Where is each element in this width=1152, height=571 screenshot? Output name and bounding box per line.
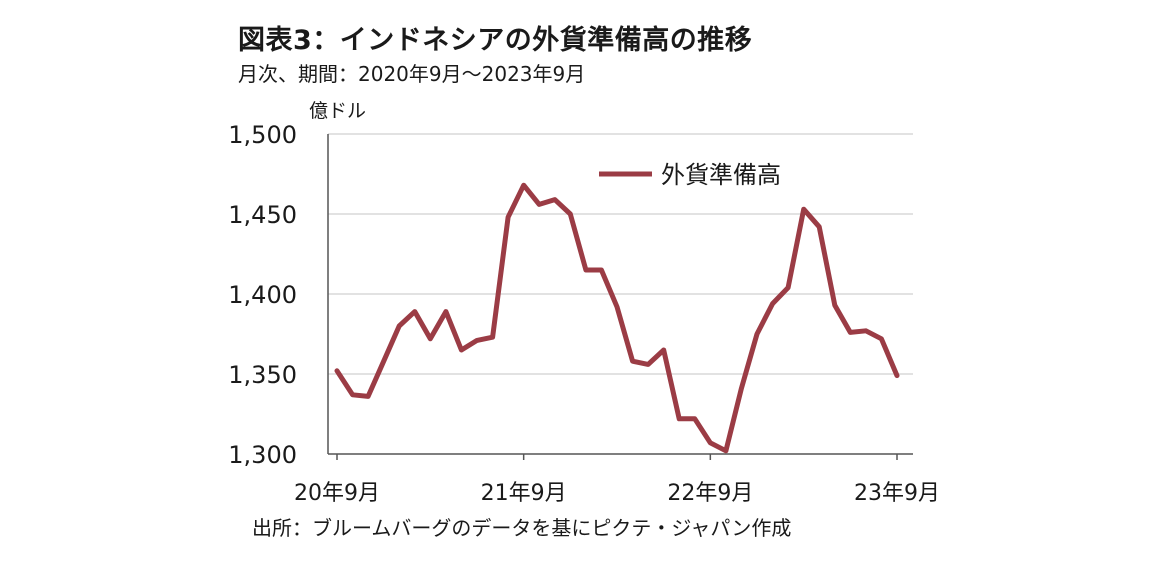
y-tick-label: 1,400 <box>228 281 297 309</box>
y-tick-labels: 1,300 1,350 1,400 1,450 1,500 <box>228 121 297 469</box>
x-tick-labels: 20年9月 21年9月 22年9月 23年9月 <box>294 481 940 506</box>
y-tick-label: 1,500 <box>228 121 297 149</box>
source-note: 出所：ブルームバーグのデータを基にピクテ・ジャパン作成 <box>252 516 792 540</box>
x-tick-label: 20年9月 <box>294 481 380 506</box>
x-tick-label: 21年9月 <box>481 481 567 506</box>
axes <box>327 134 913 460</box>
series-group <box>334 182 900 454</box>
series-line <box>334 182 900 454</box>
chart-title: 図表3：インドネシアの外貨準備高の推移 <box>238 25 753 56</box>
y-tick-label: 1,350 <box>228 361 297 389</box>
y-axis-unit-label: 億ドル <box>309 100 367 122</box>
y-tick-label: 1,450 <box>228 201 297 229</box>
x-tick-label: 23年9月 <box>854 481 940 506</box>
chart-subtitle: 月次、期間：2020年9月～2023年9月 <box>238 62 586 86</box>
y-tick-label: 1,300 <box>228 441 297 469</box>
x-tick-label: 22年9月 <box>667 481 753 506</box>
legend: 外貨準備高 <box>599 161 781 189</box>
grid-lines <box>328 133 913 375</box>
legend-label: 外貨準備高 <box>661 161 781 189</box>
